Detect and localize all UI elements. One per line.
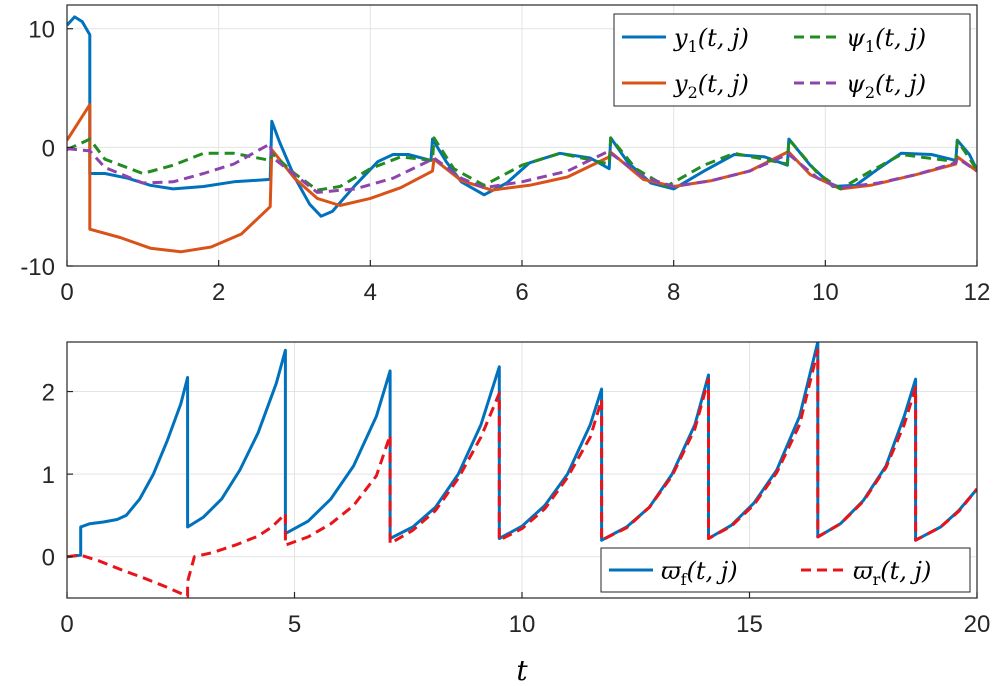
top-legend-label: ψ1(t, j) bbox=[846, 24, 926, 56]
bottom-y-tick-label: 1 bbox=[42, 462, 55, 489]
top-legend-label: y2(t, j) bbox=[673, 70, 749, 102]
bottom-x-tick-label: 10 bbox=[509, 611, 536, 638]
bottom-x-tick-label: 0 bbox=[60, 611, 73, 638]
top-x-tick-label: 6 bbox=[515, 279, 528, 306]
top-series-line-4 bbox=[67, 142, 977, 194]
top-legend-box bbox=[613, 13, 971, 107]
bottom-x-tick-label: 5 bbox=[288, 611, 301, 638]
bottom-x-tick-label: 15 bbox=[736, 611, 763, 638]
top-y-tick-label: 0 bbox=[42, 135, 55, 162]
bottom-y-tick-label: 0 bbox=[42, 545, 55, 572]
bottom-legend-label: ϖf(t, j) bbox=[661, 557, 738, 589]
bottom-series-line-1 bbox=[67, 342, 977, 559]
top-x-tick-label: 12 bbox=[964, 279, 991, 306]
top-y-tick-label: -10 bbox=[20, 254, 55, 281]
top-x-tick-label: 2 bbox=[212, 279, 225, 306]
bottom-y-tick-label: 2 bbox=[42, 380, 55, 407]
top-legend-label: ψ2(t, j) bbox=[846, 70, 926, 102]
top-series-line-3 bbox=[67, 136, 977, 192]
top-x-tick-label: 0 bbox=[60, 279, 73, 306]
bottom-series-line-2 bbox=[67, 348, 977, 598]
bottom-x-tick-label: 20 bbox=[964, 611, 991, 638]
top-x-tick-label: 10 bbox=[812, 279, 839, 306]
bottom-plot: 0 5 10 15 20 0 1 2 ϖf(t, j) ϖr(t, j) bbox=[42, 341, 991, 638]
bottom-x-axis-label: t bbox=[516, 654, 528, 686]
bottom-legend: ϖf(t, j) ϖr(t, j) bbox=[600, 547, 971, 593]
top-legend: y1(t, j) ψ1(t, j) y2(t, j) ψ2(t, j) bbox=[613, 13, 971, 107]
bottom-legend-box bbox=[600, 547, 971, 593]
bottom-legend-label: ϖr(t, j) bbox=[853, 557, 931, 589]
top-x-tick-label: 8 bbox=[667, 279, 680, 306]
top-legend-label: y1(t, j) bbox=[673, 24, 749, 56]
top-x-tick-label: 4 bbox=[364, 279, 377, 306]
top-y-tick-label: 10 bbox=[28, 17, 55, 44]
